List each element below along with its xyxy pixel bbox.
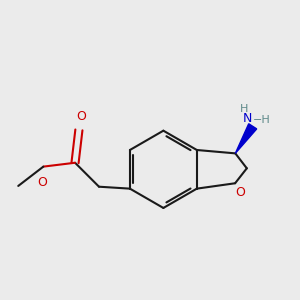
Text: N: N — [242, 112, 252, 125]
Text: O: O — [37, 176, 47, 188]
Text: H: H — [240, 104, 249, 114]
Polygon shape — [235, 124, 257, 153]
Text: O: O — [76, 110, 86, 123]
Text: O: O — [236, 186, 245, 199]
Text: −H: −H — [253, 115, 271, 124]
